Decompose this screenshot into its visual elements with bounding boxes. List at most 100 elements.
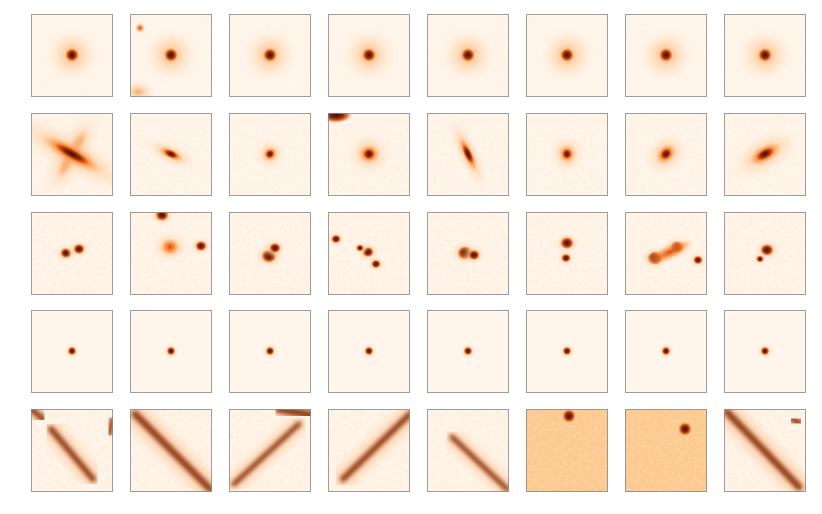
- panel-frame: [625, 113, 707, 196]
- image-panel: [130, 113, 212, 196]
- panel-frame: [229, 14, 311, 97]
- galaxy-blob: [362, 48, 376, 62]
- panel-frame: [130, 14, 212, 97]
- galaxy-blob: [263, 48, 277, 62]
- image-panel: [229, 113, 311, 196]
- image-panel: [427, 310, 509, 393]
- galaxy-blob: [362, 147, 376, 161]
- image-panel: [328, 113, 410, 196]
- panel-frame: [427, 409, 509, 492]
- image-panel: [328, 310, 410, 393]
- galaxy-blob: [265, 149, 275, 159]
- galaxy-blob: [661, 346, 671, 356]
- panel-frame: [130, 409, 212, 492]
- image-panel: [130, 212, 212, 295]
- image-panel: [427, 113, 509, 196]
- panel-frame: [526, 409, 608, 492]
- panel-frame: [130, 212, 212, 295]
- image-panel: [625, 310, 707, 393]
- image-panel: [130, 14, 212, 97]
- image-panel: [724, 14, 806, 97]
- image-panel: [625, 409, 707, 492]
- image-panel: [229, 310, 311, 393]
- galaxy-blob: [646, 238, 694, 266]
- galaxy-blob: [468, 249, 480, 261]
- galaxy-blob: [164, 48, 178, 62]
- panel-frame: [724, 310, 806, 393]
- image-panel: [229, 14, 311, 97]
- streak: [449, 434, 509, 492]
- panel-frame: [526, 14, 608, 97]
- panel-frame: [229, 310, 311, 393]
- galaxy-blob: [758, 48, 772, 62]
- galaxy-blob: [195, 240, 207, 252]
- galaxy-blob: [364, 346, 374, 356]
- panel-frame: [625, 310, 707, 393]
- image-panel: [130, 409, 212, 492]
- panel-frame: [130, 310, 212, 393]
- panel-frame: [31, 113, 113, 196]
- galaxy-blob: [562, 346, 572, 356]
- galaxy-blob: [356, 244, 364, 252]
- galaxy-blob: [52, 142, 92, 166]
- image-panel: [229, 212, 311, 295]
- image-panel: [328, 212, 410, 295]
- galaxy-blob: [659, 48, 673, 62]
- galaxy-blob: [560, 48, 574, 62]
- panel-frame: [724, 409, 806, 492]
- panel-frame: [724, 212, 806, 295]
- galaxy-blob: [756, 255, 764, 263]
- panel-frame: [328, 310, 410, 393]
- galaxy-blob: [562, 409, 576, 423]
- panel-frame: [130, 113, 212, 196]
- noise: [526, 409, 608, 492]
- galaxy-blob: [328, 113, 352, 123]
- panel-frame: [229, 212, 311, 295]
- galaxy-blob: [265, 346, 275, 356]
- panel-frame: [526, 212, 608, 295]
- streak: [724, 409, 803, 491]
- galaxy-blob: [65, 48, 79, 62]
- image-panel: [526, 409, 608, 492]
- panel-frame: [31, 14, 113, 97]
- image-panel: [427, 14, 509, 97]
- galaxy-blob: [130, 78, 158, 97]
- galaxy-blob: [135, 23, 145, 33]
- streak: [789, 416, 803, 426]
- panel-frame: [229, 409, 311, 492]
- panel-frame: [724, 14, 806, 97]
- streak: [48, 426, 96, 482]
- streak: [31, 409, 46, 422]
- panel-frame: [625, 409, 707, 492]
- panel-frame: [526, 113, 608, 196]
- image-panel: [31, 113, 113, 196]
- galaxy-blob: [678, 422, 692, 436]
- galaxy-blob: [562, 148, 572, 160]
- panel-frame: [31, 409, 113, 492]
- image-panel: [130, 310, 212, 393]
- image-panel: [625, 212, 707, 295]
- galaxy-blob: [760, 346, 770, 356]
- streak: [275, 409, 311, 419]
- galaxy-blob: [331, 234, 341, 244]
- panel-frame: [31, 212, 113, 295]
- noise: [625, 409, 707, 492]
- image-panel: [427, 212, 509, 295]
- image-panel: [724, 212, 806, 295]
- panel-frame: [427, 113, 509, 196]
- streak: [340, 411, 410, 482]
- galaxy-blob: [163, 149, 179, 159]
- panel-frame: [328, 113, 410, 196]
- galaxy-blob: [160, 238, 180, 256]
- image-panel: [328, 409, 410, 492]
- panel-frame: [31, 310, 113, 393]
- panel-frame: [328, 14, 410, 97]
- image-panel: [31, 212, 113, 295]
- panel-frame: [724, 113, 806, 196]
- panel-frame: [625, 14, 707, 97]
- galaxy-blob: [269, 242, 281, 254]
- image-panel: [724, 409, 806, 492]
- galaxy-blob: [755, 146, 775, 162]
- galaxy-blob: [463, 346, 473, 356]
- image-panel: [625, 113, 707, 196]
